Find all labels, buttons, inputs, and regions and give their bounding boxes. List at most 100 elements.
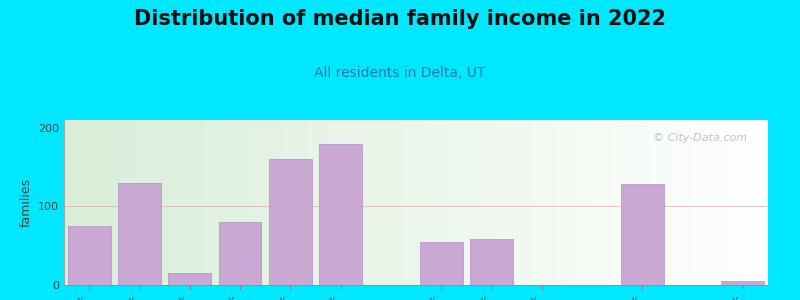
Bar [195,120,199,285]
Bar [68,120,71,285]
Bar [366,120,370,285]
Bar [432,120,436,285]
Bar [130,120,134,285]
Bar [93,120,97,285]
Bar [607,120,611,285]
Bar [753,120,757,285]
Bar [356,120,359,285]
Bar [370,120,374,285]
Bar [509,120,513,285]
Bar [647,120,651,285]
Bar [677,120,680,285]
Bar [330,120,334,285]
Bar [570,120,574,285]
Bar [184,120,188,285]
Bar [118,183,161,285]
Bar [621,184,664,285]
Bar [483,120,487,285]
Bar [144,120,148,285]
Bar [731,120,735,285]
Bar [308,120,312,285]
Bar [286,120,290,285]
Bar [348,120,352,285]
Bar [487,120,490,285]
Text: All residents in Delta, UT: All residents in Delta, UT [314,66,486,80]
Bar [374,120,378,285]
Bar [217,120,221,285]
Bar [265,120,268,285]
Bar [603,120,607,285]
Bar [239,120,242,285]
Bar [210,120,214,285]
Bar [450,120,454,285]
Bar [702,120,706,285]
Bar [556,120,560,285]
Text: © City-Data.com: © City-Data.com [653,133,747,143]
Bar [359,120,363,285]
Bar [258,120,261,285]
Bar [389,120,392,285]
Bar [720,120,724,285]
Bar [662,120,666,285]
Bar [396,120,399,285]
Bar [658,120,662,285]
Bar [722,281,764,285]
Bar [516,120,520,285]
Bar [199,120,202,285]
Bar [166,120,170,285]
Bar [534,120,538,285]
Bar [399,120,403,285]
Bar [290,120,294,285]
Bar [691,120,694,285]
Bar [735,120,738,285]
Bar [429,120,432,285]
Bar [687,120,691,285]
Bar [235,120,239,285]
Bar [727,120,731,285]
Bar [713,120,717,285]
Bar [319,120,323,285]
Bar [750,120,753,285]
Bar [593,120,596,285]
Bar [214,120,217,285]
Bar [345,120,348,285]
Bar [111,120,115,285]
Bar [465,120,469,285]
Bar [71,120,75,285]
Bar [574,120,578,285]
Bar [633,120,636,285]
Bar [272,120,275,285]
Bar [282,120,286,285]
Bar [275,120,279,285]
Bar [775,120,778,285]
Bar [443,120,447,285]
Bar [494,120,498,285]
Bar [546,120,549,285]
Bar [470,239,513,285]
Bar [636,120,640,285]
Bar [530,120,534,285]
Bar [242,120,246,285]
Bar [629,120,633,285]
Bar [75,120,78,285]
Bar [738,120,742,285]
Bar [611,120,614,285]
Bar [202,120,206,285]
Bar [254,120,258,285]
Bar [246,120,250,285]
Bar [279,120,282,285]
Bar [680,120,684,285]
Bar [502,120,505,285]
Bar [778,120,782,285]
Bar [378,120,381,285]
Bar [651,120,654,285]
Bar [341,120,345,285]
Bar [706,120,710,285]
Bar [191,120,195,285]
Bar [618,120,622,285]
Bar [710,120,713,285]
Bar [298,120,301,285]
Bar [410,120,414,285]
Bar [326,120,330,285]
Bar [403,120,406,285]
